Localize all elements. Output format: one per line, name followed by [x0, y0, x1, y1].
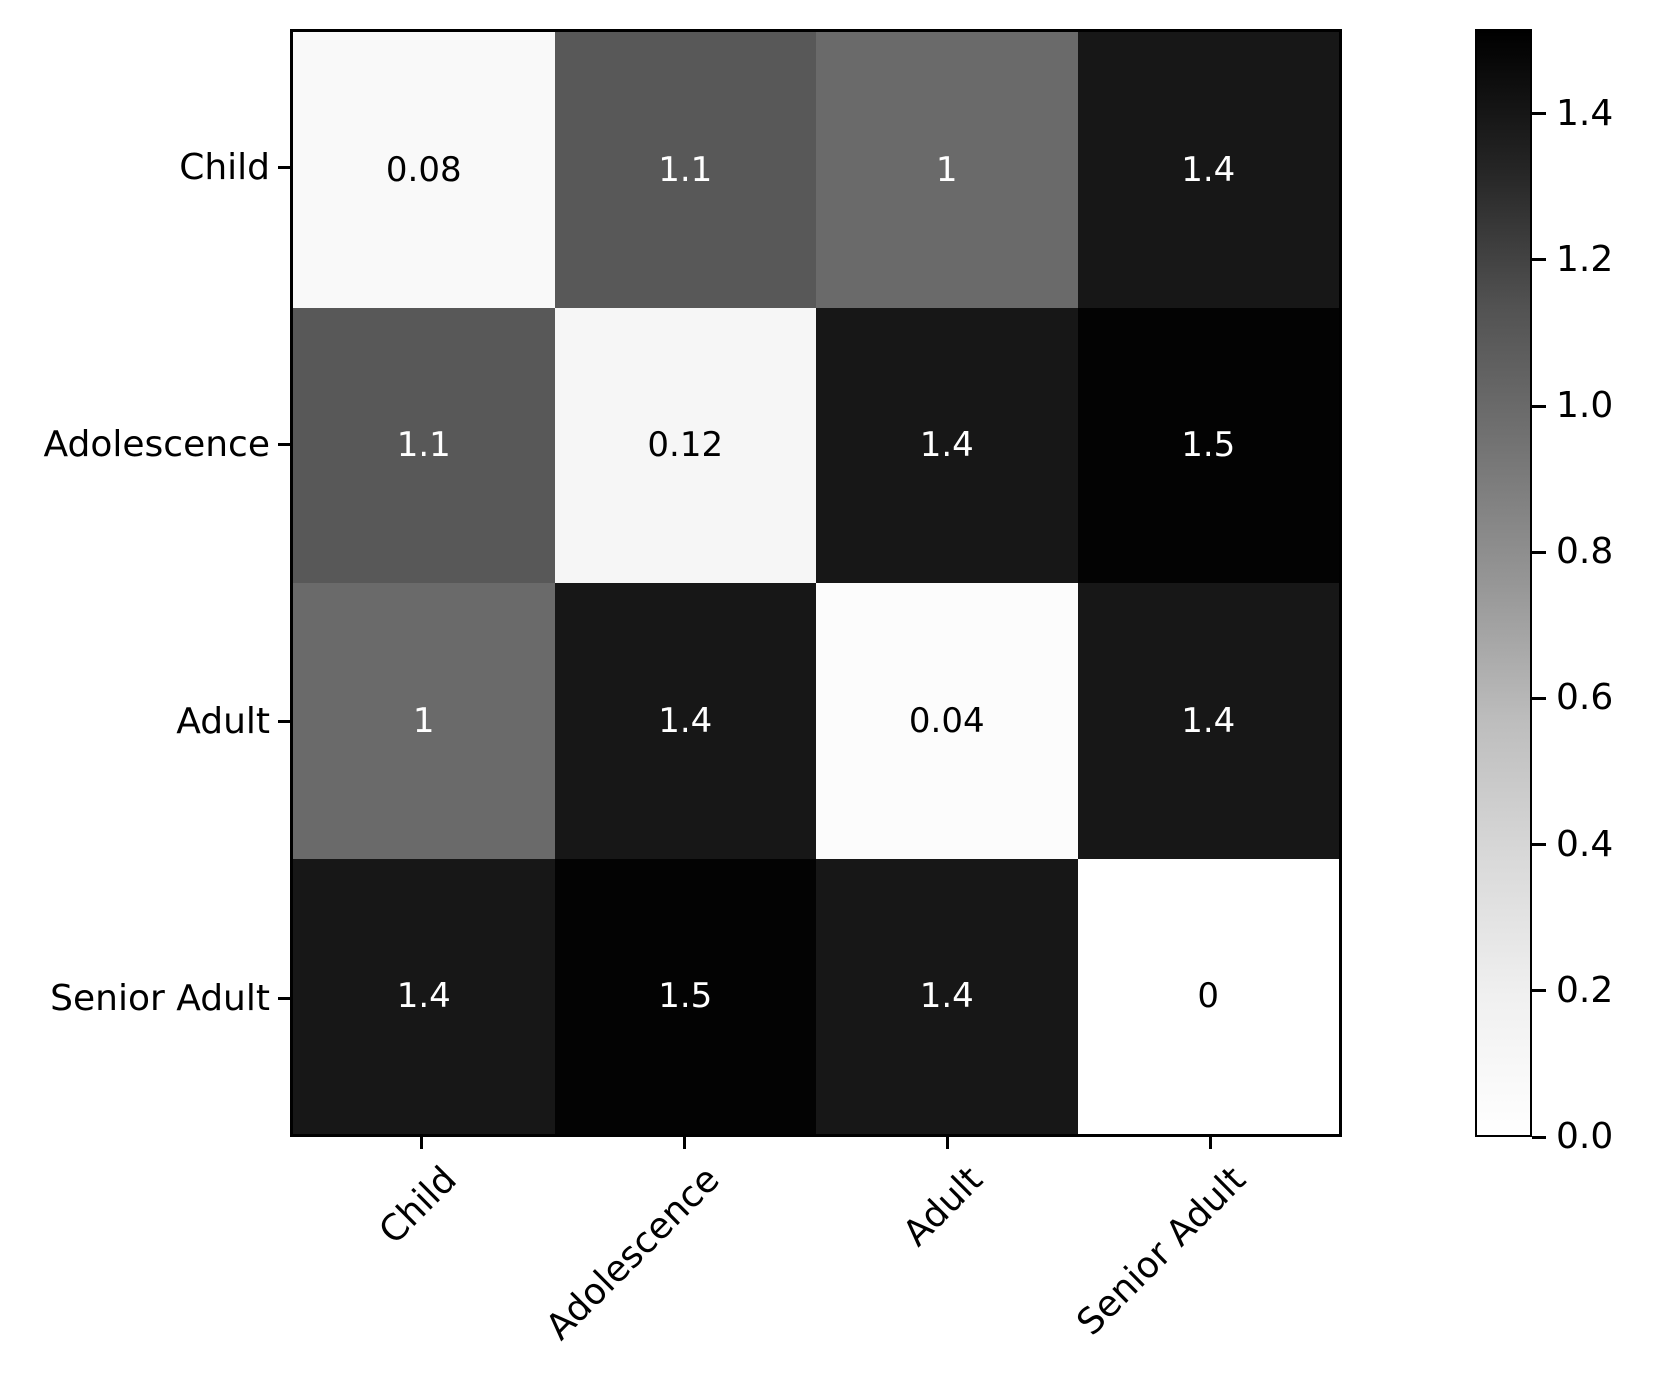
cell-value: 1.4 [919, 976, 974, 1017]
heatmap-cell: 0 [1077, 858, 1339, 1134]
heatmap-cell: 0.08 [293, 32, 555, 308]
heatmap-cell: 1.5 [1077, 307, 1339, 583]
x-axis-label: Senior Adult [1069, 1159, 1254, 1344]
cell-value: 0.08 [385, 149, 462, 190]
colorbar-tick-label: 1.2 [1556, 238, 1614, 280]
cell-value: 1.5 [1181, 425, 1236, 466]
colorbar-tick [1532, 112, 1546, 116]
x-tick [1209, 1137, 1212, 1149]
x-tick [420, 1137, 423, 1149]
colorbar-tick-label: 0.0 [1556, 1116, 1614, 1157]
colorbar-tick-label: 0.6 [1556, 677, 1614, 719]
colorbar-tick-label: 0.8 [1556, 531, 1614, 573]
cell-value: 1 [935, 149, 958, 190]
heatmap-grid: 0.08 1.1 1 1.4 1.1 0.12 1.4 1.5 1 1.4 0.04 1.4 1.4 1.… [290, 29, 1342, 1137]
colorbar-gradient [1475, 29, 1532, 1137]
cell-value: 1.4 [919, 425, 974, 466]
x-tick [683, 1137, 686, 1149]
cell-value: 1.4 [658, 700, 713, 741]
colorbar-tick [1532, 843, 1546, 847]
x-axis-label: Child [371, 1159, 465, 1253]
y-tick [278, 720, 290, 723]
heatmap-cell: 1.4 [554, 583, 816, 859]
heatmap-cell: 1.4 [1077, 583, 1339, 859]
y-axis-label: Adolescence [43, 423, 270, 465]
heatmap-cell: 1 [816, 32, 1078, 308]
y-tick [278, 166, 290, 169]
heatmap-cell: 1.4 [816, 858, 1078, 1134]
cell-value: 1.5 [658, 976, 713, 1017]
heatmap-cell: 0.12 [554, 307, 816, 583]
cell-value: 0 [1197, 976, 1220, 1017]
colorbar-tick [1532, 258, 1546, 262]
cell-value: 1 [412, 700, 435, 741]
colorbar-tick [1532, 550, 1546, 554]
heatmap-cell: 1.1 [554, 32, 816, 308]
heatmap-cell: 1.4 [293, 858, 555, 1134]
y-axis-label: Child [179, 146, 270, 188]
cell-value: 1.1 [658, 149, 713, 190]
colorbar-tick-label: 0.2 [1556, 969, 1614, 1011]
x-axis-label: Adolescence [538, 1159, 728, 1349]
cell-value: 0.12 [647, 425, 724, 466]
heatmap-cell: 1.4 [1077, 32, 1339, 308]
colorbar-tick-label: 1.0 [1556, 385, 1614, 427]
y-axis-label: Senior Adult [50, 977, 270, 1019]
x-tick [946, 1137, 949, 1149]
heatmap-cell: 1.1 [293, 307, 555, 583]
heatmap-cell: 0.04 [816, 583, 1078, 859]
colorbar-tick-label: 1.4 [1556, 92, 1614, 134]
colorbar-tick [1532, 404, 1546, 408]
x-axis-label: Adult [895, 1159, 991, 1255]
cell-value: 1.1 [396, 425, 451, 466]
cell-value: 1.4 [396, 976, 451, 1017]
colorbar-tick-label: 0.4 [1556, 823, 1614, 865]
heatmap-cell: 1.5 [554, 858, 816, 1134]
heatmap-cell: 1 [293, 583, 555, 859]
colorbar-tick [1532, 696, 1546, 700]
cell-value: 0.04 [908, 700, 985, 741]
cell-value: 1.4 [1181, 149, 1236, 190]
y-tick [278, 997, 290, 1000]
y-axis-label: Adult [176, 700, 270, 742]
colorbar-tick [1532, 1135, 1546, 1139]
cell-value: 1.4 [1181, 700, 1236, 741]
y-tick [278, 443, 290, 446]
heatmap-cell: 1.4 [816, 307, 1078, 583]
colorbar-tick [1532, 989, 1546, 993]
